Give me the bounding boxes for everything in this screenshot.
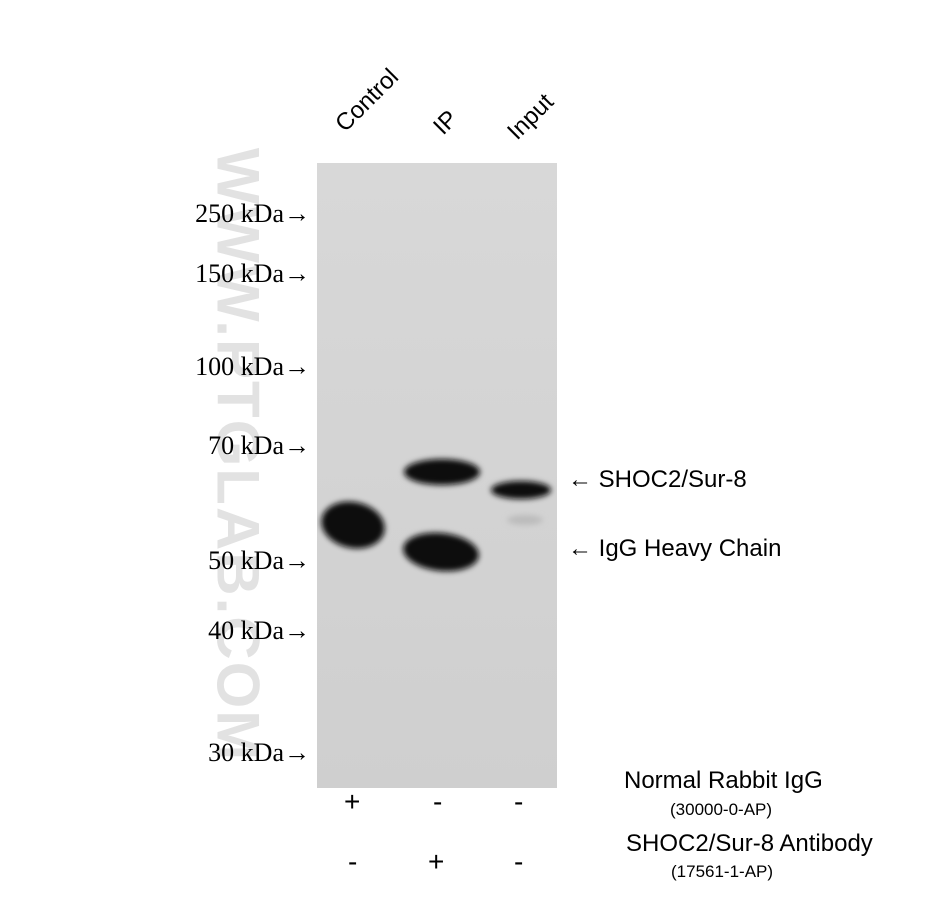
band-label-shoc2: ← SHOC2/Sur-8 [568,466,747,493]
band-label-igg-heavy-chain: ← IgG Heavy Chain [568,535,782,562]
legend-igg-catalog: (30000-0-AP) [670,800,773,819]
sign-igg-control: + [344,786,361,817]
sign-ab-control: - [348,846,358,877]
marker-30: 30 kDa→ [208,738,310,767]
band-ip-igg-heavy-chain [403,532,479,572]
marker-70: 70 kDa→ [208,431,310,460]
marker-40: 40 kDa→ [208,616,310,645]
marker-100: 100 kDa→ [195,352,310,381]
marker-150: 150 kDa→ [195,259,310,288]
legend-shoc2-antibody: SHOC2/Sur-8 Antibody [626,830,873,857]
band-ip-shoc2 [404,459,480,485]
legend-normal-rabbit-igg: Normal Rabbit IgG [624,767,823,794]
marker-50: 50 kDa→ [208,546,310,575]
band-control-igg-heavy-chain [321,501,385,549]
lane-label-input: Input [502,88,560,146]
marker-250: 250 kDa→ [195,199,310,228]
sign-igg-input: - [514,786,524,817]
lane-label-control: Control [330,63,405,138]
sign-igg-ip: - [433,786,443,817]
band-input-shoc2 [491,481,551,499]
legend-antibody-catalog: (17561-1-AP) [671,862,774,881]
sign-ab-ip: + [428,846,445,877]
blot-membrane [317,163,557,788]
lane-label-ip: IP [428,105,464,141]
sign-ab-input: - [514,846,524,877]
band-input-faint [507,515,543,525]
